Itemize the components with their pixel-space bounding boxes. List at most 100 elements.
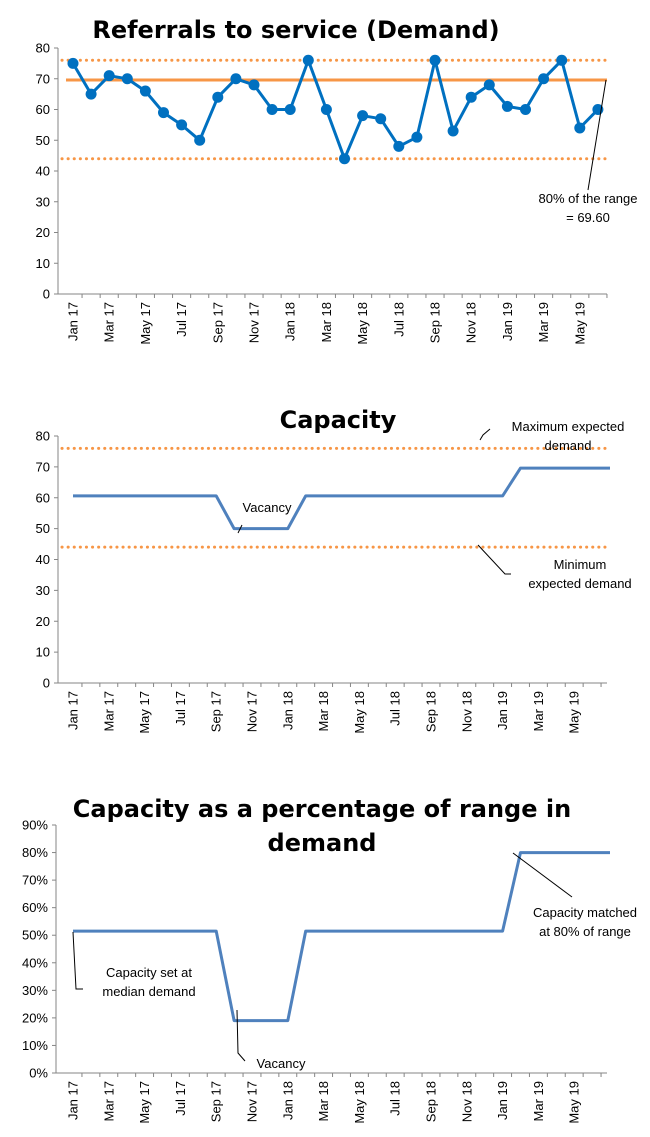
annotation-leader-line (479, 428, 491, 441)
y-tick-label: 50 (36, 133, 50, 148)
x-tick-label: Jan 19 (500, 302, 515, 341)
x-tick-label: Jan 17 (66, 1081, 81, 1120)
annotation-leader-line (477, 544, 511, 575)
x-tick-label: Mar 17 (101, 691, 116, 731)
data-point (556, 54, 568, 66)
y-tick-label: 60% (22, 900, 48, 915)
y-tick-label: 10 (36, 256, 50, 271)
data-point (230, 73, 242, 85)
capacity-percentage-chart: Capacity as a percentage of range in dem… (22, 795, 637, 1124)
x-tick-label: Jul 18 (388, 1081, 403, 1116)
x-tick-label: May 19 (567, 691, 582, 734)
data-point (339, 153, 350, 165)
y-tick-label: 50 (36, 521, 50, 536)
axes: 0 10 20 30 40 50 60 70 80 Jan 17 Mar 17 May 17 Jul 1… (36, 41, 608, 345)
reference-lines (60, 58, 609, 161)
chart-title: Referrals to service (Demand) (92, 16, 499, 44)
x-tick-label: Nov 17 (247, 302, 262, 343)
y-tick-label: 70% (22, 873, 48, 888)
data-point (520, 104, 531, 115)
annotations: Maximum expected demand Vacancy Minimum expe… (237, 419, 632, 591)
data-point (501, 100, 513, 112)
x-tick-label: Jul 18 (391, 302, 406, 337)
x-tick-label: May 18 (355, 302, 370, 345)
x-tick-label: Jul 17 (174, 302, 189, 337)
y-tick-label: 40 (36, 552, 50, 567)
y-tick-label: 70 (36, 459, 50, 474)
annotation-leader-line (587, 79, 607, 191)
y-tick-label: 60 (36, 102, 50, 117)
annotations: 80% of the range = 69.60 (538, 79, 638, 225)
axes: 0% 10% 20% 30% 40% 50% 60% 70% 80% 90% Jan 17 Mar 1… (22, 818, 607, 1124)
data-point (465, 91, 477, 103)
x-tick-label: Sep 18 (424, 691, 439, 732)
chart-title-line-2: demand (268, 829, 377, 857)
annotation-vacancy: Vacancy (243, 500, 292, 515)
annotation-80pct-matched-line: at 80% of range (539, 924, 631, 939)
data-point (357, 110, 369, 122)
data-point (320, 104, 332, 115)
x-tick-label: Jan 17 (66, 302, 81, 341)
data-point (429, 54, 441, 66)
y-tick-label: 80 (36, 429, 50, 444)
x-tick-label: Nov 17 (245, 1081, 260, 1122)
y-tick-label: 80 (36, 41, 50, 56)
x-tick-label: Jan 19 (495, 691, 510, 730)
y-tick-label: 10 (36, 645, 50, 660)
data-point (393, 140, 405, 152)
data-point (67, 57, 79, 69)
annotation-vacancy: Vacancy (257, 1056, 306, 1071)
data-point (121, 73, 133, 85)
x-tick-label: Sep 18 (428, 302, 443, 343)
annotations: Capacity set at median demand Vacancy Capac… (72, 852, 637, 1071)
percentage-series (73, 851, 610, 1023)
annotation-median-demand-line: Capacity set at (106, 965, 192, 980)
x-tick-label: Mar 19 (531, 1081, 546, 1121)
annotation-leader-line (237, 524, 243, 534)
y-tick-label: 10% (22, 1038, 48, 1053)
x-tick-label: Sep 18 (424, 1081, 439, 1122)
annotation-min-demand-line: expected demand (528, 576, 631, 591)
annotation-max-demand: Maximum expected demand (512, 419, 625, 453)
data-point (302, 54, 314, 66)
data-point (411, 131, 423, 143)
reference-lines (60, 446, 609, 549)
x-tick-label: Jul 17 (173, 1081, 188, 1116)
annotation-min-demand: Minimum expected demand (528, 557, 631, 591)
x-tick-label: Jan 18 (283, 302, 298, 341)
data-point (266, 104, 278, 115)
y-tick-label: 70 (36, 71, 50, 86)
data-point (158, 107, 169, 119)
axes: 0 10 20 30 40 50 60 70 80 Jan 17 Mar 17 May 17 Jul 1… (36, 429, 607, 734)
annotation-80pct-range-line: = 69.60 (566, 210, 610, 225)
x-tick-label: Sep 17 (209, 1081, 224, 1122)
y-tick-label: 30% (22, 983, 48, 998)
data-point (176, 119, 188, 131)
series-line (73, 851, 610, 1023)
series-line (73, 466, 610, 531)
x-tick-label: Nov 18 (459, 691, 474, 732)
y-tick-label: 30 (36, 583, 50, 598)
x-tick-label: Mar 19 (536, 302, 551, 342)
y-tick-label: 30 (36, 194, 50, 209)
x-tick-label: Jan 17 (66, 691, 81, 730)
x-tick-label: May 19 (567, 1081, 582, 1124)
x-tick-label: May 18 (352, 1081, 367, 1124)
annotation-max-demand-line: demand (545, 438, 592, 453)
y-tick-label: 90% (22, 818, 48, 833)
annotation-80pct-range-line: 80% of the range (538, 191, 637, 206)
y-tick-label: 0% (29, 1066, 48, 1081)
annotation-leader-line (512, 852, 573, 898)
annotation-max-demand-line: Maximum expected (512, 419, 625, 434)
annotation-median-demand: Capacity set at median demand (102, 965, 195, 999)
x-tick-label: May 19 (572, 302, 587, 345)
data-point (483, 79, 495, 91)
x-tick-label: May 18 (352, 691, 367, 734)
y-tick-label: 20 (36, 225, 50, 240)
x-tick-label: Mar 18 (316, 1081, 331, 1121)
y-tick-label: 20 (36, 614, 50, 629)
x-tick-label: Jul 18 (388, 691, 403, 726)
demand-chart: Referrals to service (Demand) 0 10 20 30 40 5… (36, 16, 638, 345)
y-tick-label: 0 (43, 676, 50, 691)
data-point (538, 73, 550, 85)
